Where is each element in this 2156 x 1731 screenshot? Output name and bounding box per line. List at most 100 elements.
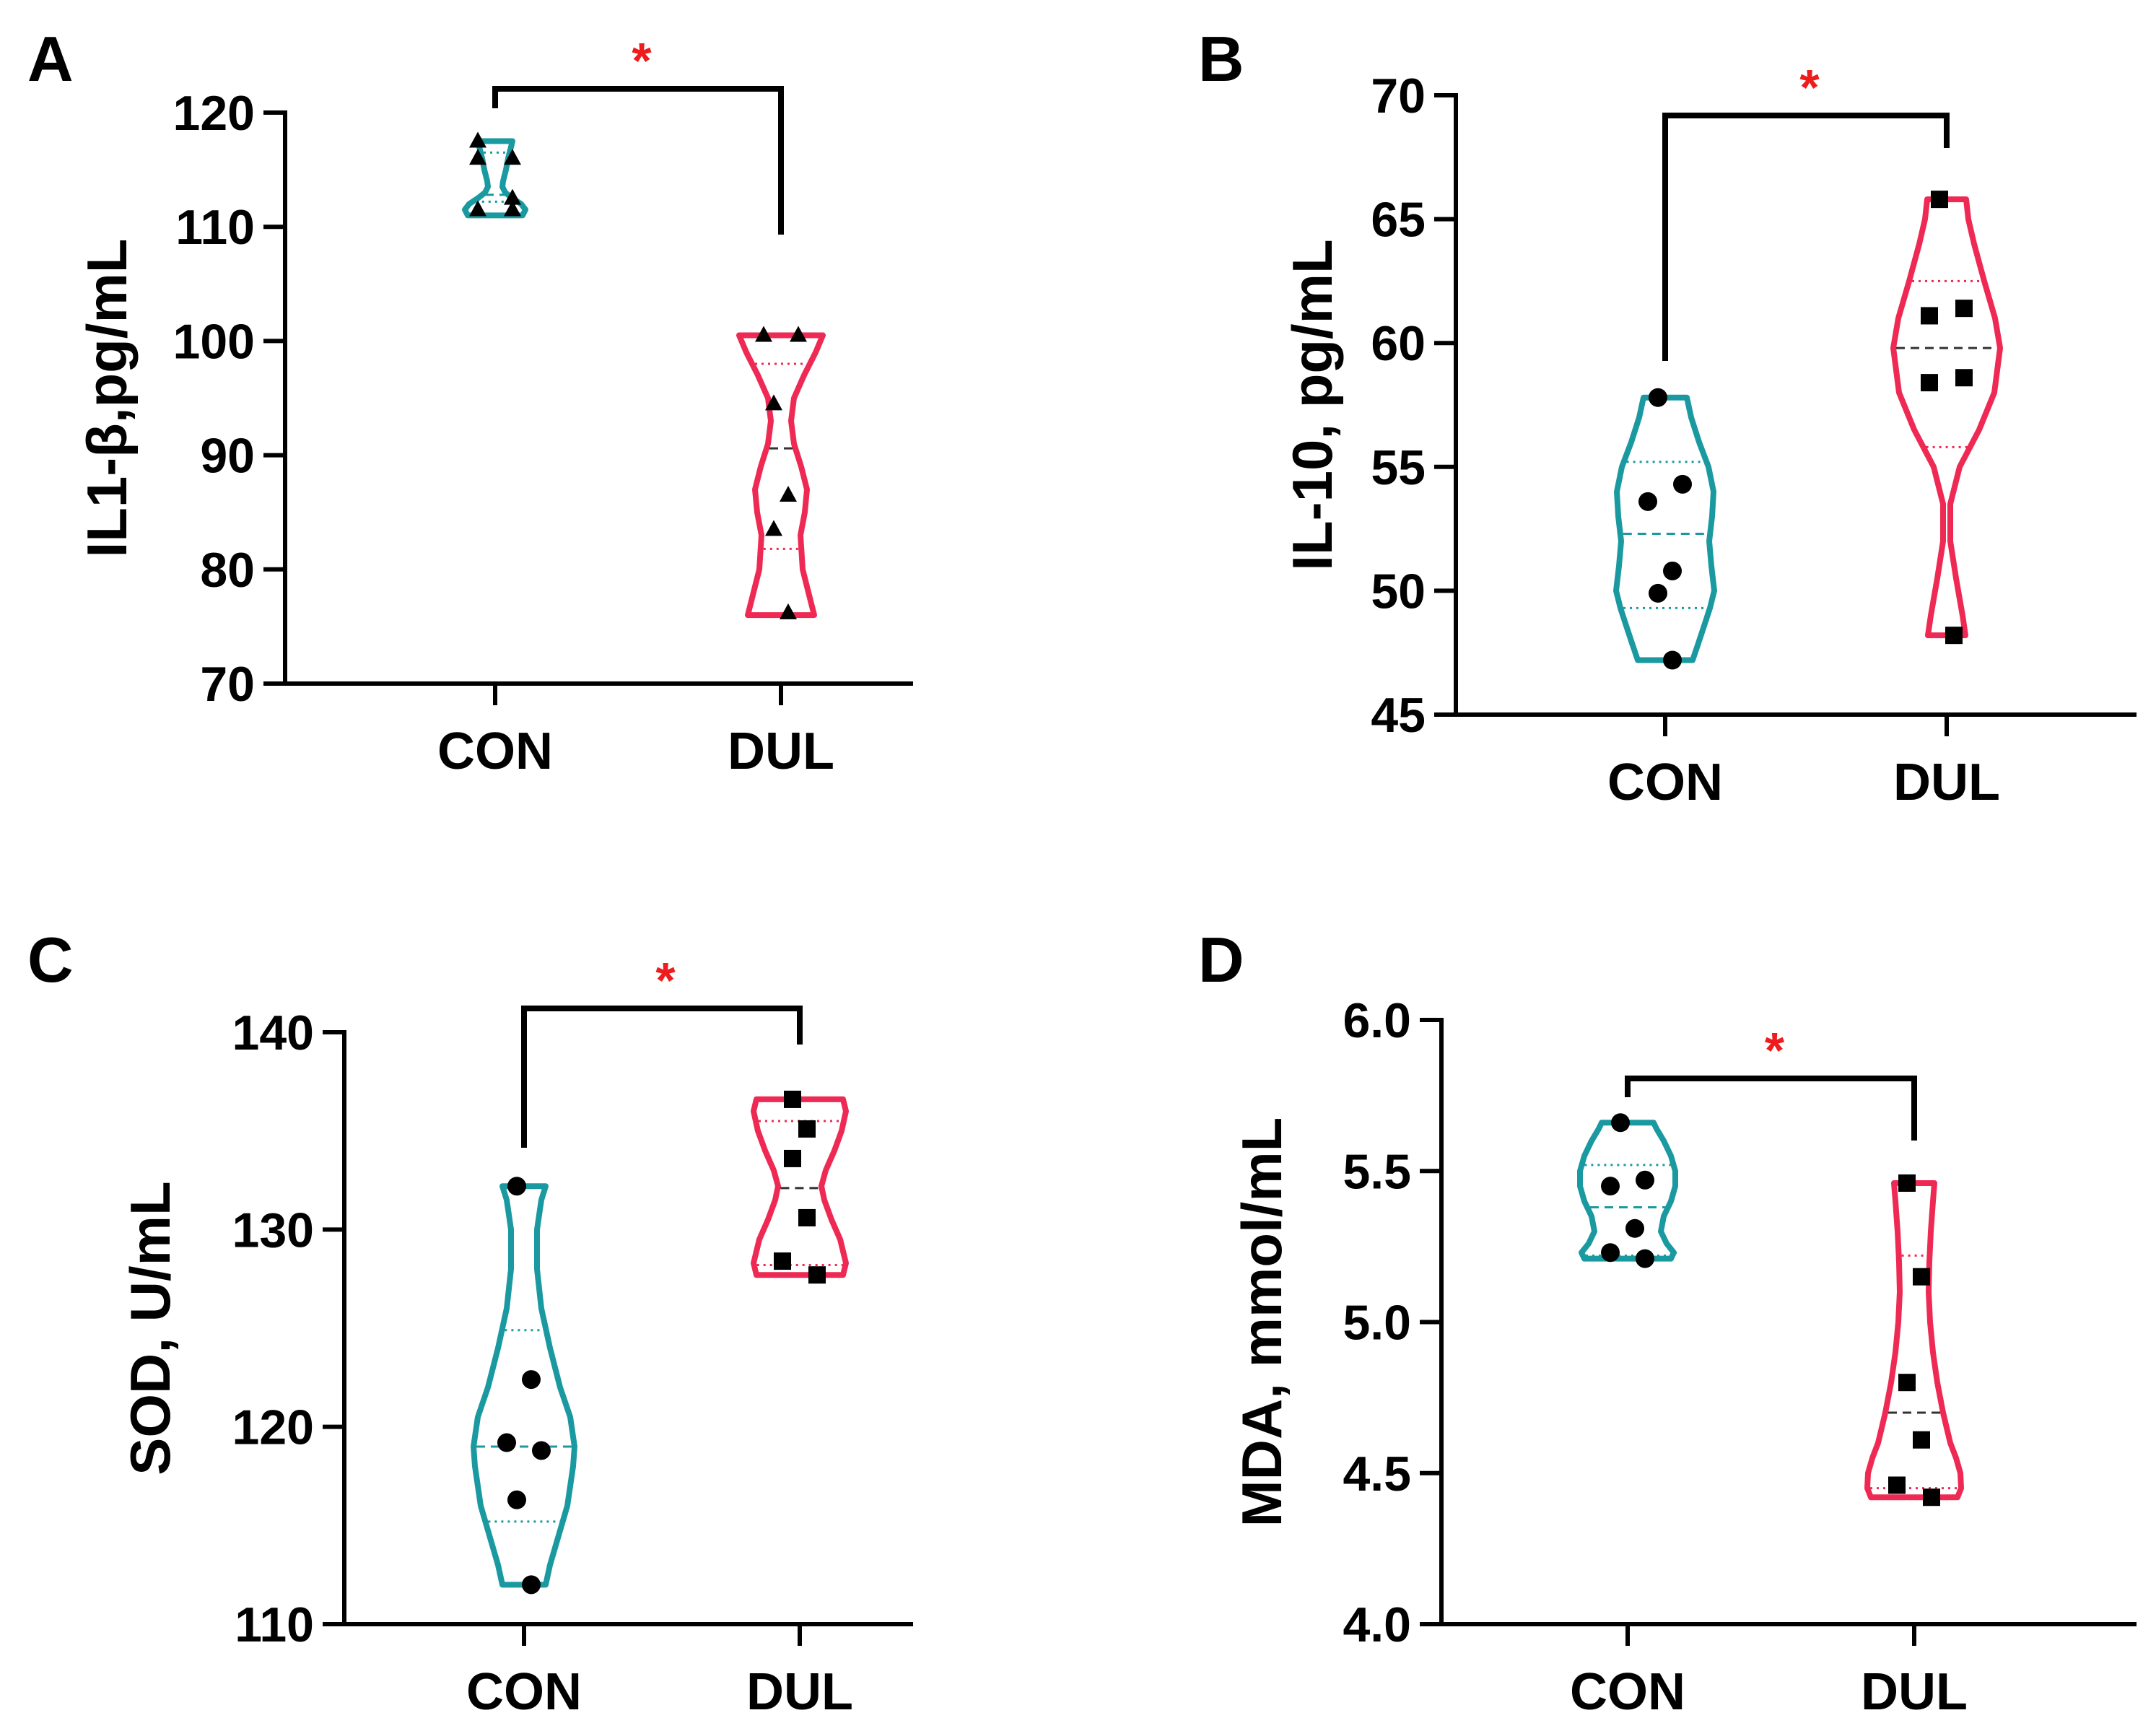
data-point <box>1923 1488 1940 1507</box>
panel-label: A <box>27 23 74 95</box>
x-tick-label: DUL <box>746 1663 853 1721</box>
data-point <box>1898 1174 1916 1192</box>
y-tick-label: 70 <box>1371 69 1426 123</box>
significance-bracket <box>492 86 784 235</box>
data-point <box>469 131 486 148</box>
data-point <box>755 326 772 342</box>
violin-dul <box>1890 191 2003 645</box>
x-tick-label: CON <box>1607 754 1723 811</box>
data-point <box>1636 1170 1654 1190</box>
y-tick-label: 4.0 <box>1343 1597 1411 1652</box>
y-tick-label: 60 <box>1371 316 1426 371</box>
y-tick-label: 70 <box>200 657 255 712</box>
violin-outline <box>1613 394 1717 663</box>
y-axis-label: MDA, mmol/mL <box>1230 1117 1293 1527</box>
violin-outline <box>1890 196 2003 639</box>
data-point <box>1921 374 1938 392</box>
data-point <box>1673 474 1692 494</box>
significance-bracket <box>1625 1076 1917 1141</box>
violin-con <box>1577 1113 1678 1268</box>
data-point <box>1601 1177 1620 1196</box>
y-tick-label: 6.0 <box>1343 993 1411 1048</box>
data-point <box>1663 561 1682 580</box>
y-tick-label: 110 <box>175 200 255 255</box>
violin-dul <box>751 1090 849 1284</box>
data-point <box>1945 627 1963 645</box>
data-point <box>1921 307 1938 325</box>
data-point <box>1663 650 1682 670</box>
y-tick-label: 140 <box>232 1006 314 1060</box>
data-point <box>784 1149 801 1167</box>
data-point <box>522 1370 541 1390</box>
x-tick-label: CON <box>437 723 553 780</box>
significance-marker: * <box>1799 59 1820 115</box>
panel-label: C <box>27 924 74 995</box>
y-tick-label: 100 <box>173 314 255 369</box>
data-point <box>1638 492 1657 511</box>
data-point <box>1649 583 1667 603</box>
data-point <box>1931 191 1948 209</box>
data-point <box>1611 1113 1630 1133</box>
violin-outline <box>751 1096 849 1278</box>
data-point <box>1649 388 1667 407</box>
significance-marker: * <box>1765 1022 1785 1078</box>
violin-outline <box>736 332 826 619</box>
x-tick-label: CON <box>466 1663 582 1721</box>
panel-d: D 4.0 4.5 5.0 5.5 6.0 CON DUL MDA, mmol/mL * <box>1198 924 2137 1721</box>
data-point <box>1955 300 1973 318</box>
data-point <box>504 188 521 205</box>
data-point <box>808 1266 826 1284</box>
panel-a: A 70 80 90 100 110 120 CON DUL IL1-β,pg/mL * <box>27 23 913 780</box>
data-point <box>497 1433 516 1452</box>
panel-label: D <box>1198 924 1244 995</box>
x-tick-label: DUL <box>728 723 834 780</box>
data-point <box>1601 1243 1620 1263</box>
x-tick-label: DUL <box>1861 1663 1968 1721</box>
significance-marker: * <box>632 32 652 89</box>
y-tick-label: 4.5 <box>1343 1447 1411 1501</box>
y-tick-label: 80 <box>200 543 255 598</box>
y-tick-label: 110 <box>235 1597 314 1652</box>
data-point <box>532 1441 551 1460</box>
y-tick-label: 90 <box>200 429 255 484</box>
y-axis-label: IL1-β,pg/mL <box>75 239 139 558</box>
data-point <box>798 1208 816 1226</box>
data-point <box>1636 1249 1654 1268</box>
violin-outline <box>1577 1120 1678 1262</box>
significance-marker: * <box>655 952 676 1008</box>
y-tick-label: 5.5 <box>1343 1144 1411 1199</box>
data-point <box>1955 369 1973 387</box>
violin-con <box>471 1177 577 1595</box>
y-tick-label: 130 <box>232 1203 314 1257</box>
data-point <box>507 1490 526 1509</box>
data-point <box>469 149 486 165</box>
violin-outline <box>1864 1180 1964 1501</box>
y-tick-label: 5.0 <box>1343 1296 1411 1351</box>
data-point <box>504 149 521 165</box>
y-tick-label: 65 <box>1371 193 1426 248</box>
y-tick-label: 50 <box>1371 564 1426 619</box>
data-point <box>507 1177 526 1196</box>
data-point <box>1625 1218 1644 1238</box>
data-point <box>798 1120 816 1138</box>
violin-outline <box>471 1183 577 1588</box>
data-point <box>784 1090 801 1108</box>
y-tick-label: 45 <box>1371 688 1426 743</box>
data-point <box>780 603 797 619</box>
panel-c: C 110 120 130 140 CON DUL SOD, U/mL * <box>27 924 913 1721</box>
data-point <box>780 485 797 502</box>
data-point <box>522 1575 541 1595</box>
y-tick-label: 120 <box>173 86 255 141</box>
panel-b: B 45 50 55 60 65 70 CON DUL IL-10, pg/mL * <box>1198 23 2137 811</box>
data-point <box>765 520 782 536</box>
data-point <box>1898 1374 1916 1392</box>
panel-label: B <box>1198 23 1244 95</box>
x-tick-label: DUL <box>1893 754 2000 811</box>
x-tick-label: CON <box>1570 1663 1685 1721</box>
data-point <box>469 200 486 217</box>
y-tick-label: 55 <box>1371 440 1426 495</box>
data-point <box>1913 1431 1930 1449</box>
violin-con <box>1613 388 1717 670</box>
violin-con <box>462 131 528 219</box>
